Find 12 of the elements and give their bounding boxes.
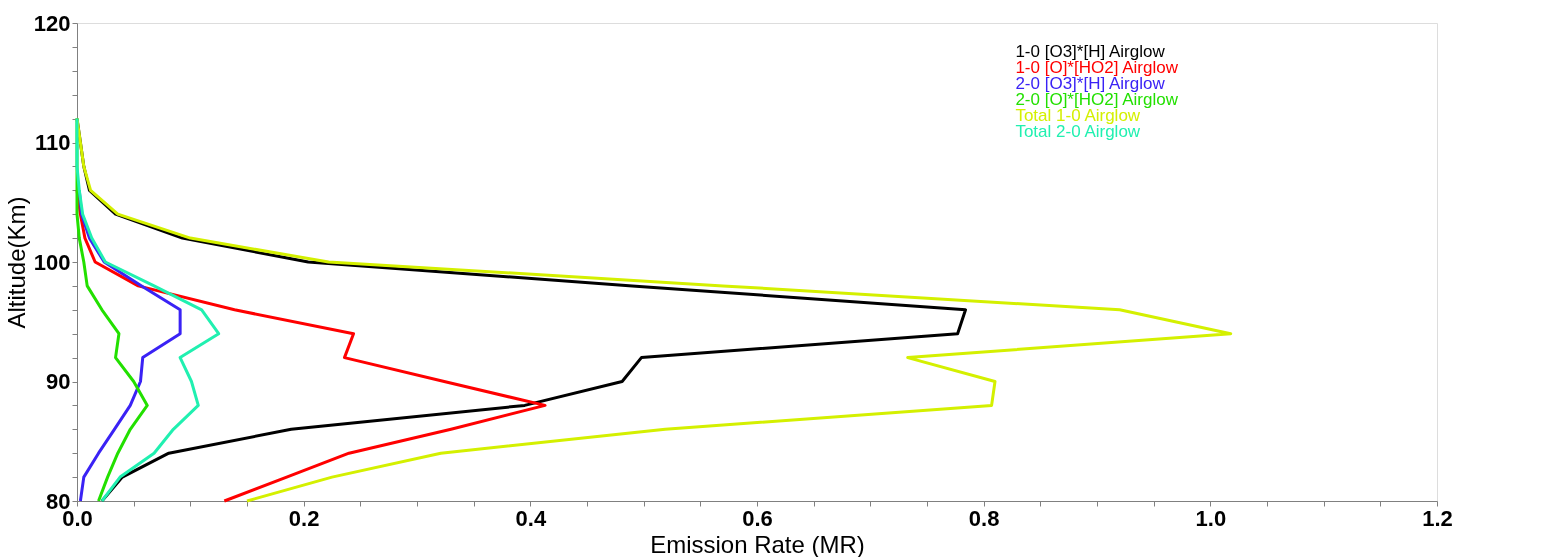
x-tick-label: 1.2 [1422,505,1453,531]
x-tick-label: 0.2 [288,505,320,531]
y-tick-label: 100 [33,249,71,275]
y-axis-title: Altitude(Km) [2,196,30,329]
x-tick-label: 0.6 [742,505,773,531]
x-axis-title: Emission Rate (MR) [650,530,865,557]
x-tick-label: 0.8 [968,505,1000,531]
x-tick-label: 1.0 [1195,505,1227,531]
y-tick-label: 120 [33,10,71,36]
y-tick-label: 90 [46,369,71,394]
x-tick-label: 0.4 [515,505,547,531]
y-tick-label: 110 [35,130,71,155]
